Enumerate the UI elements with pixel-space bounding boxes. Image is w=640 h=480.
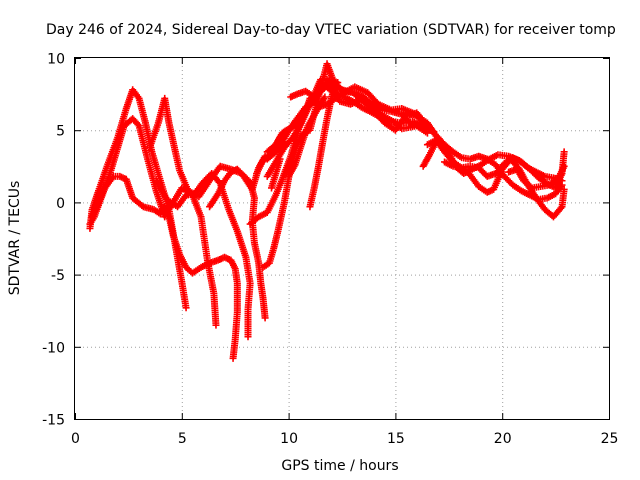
y-tick-label: -15 bbox=[42, 413, 65, 429]
data-layer bbox=[86, 60, 568, 362]
x-axis-label: GPS time / hours bbox=[281, 458, 398, 474]
data-series bbox=[88, 172, 241, 362]
data-point bbox=[558, 181, 566, 189]
data-point bbox=[279, 139, 287, 147]
data-point bbox=[134, 120, 142, 128]
y-tick-label: 10 bbox=[47, 52, 65, 68]
data-series bbox=[505, 162, 568, 192]
x-tick-label: 10 bbox=[280, 431, 298, 447]
grid bbox=[75, 58, 609, 419]
data-point bbox=[560, 162, 568, 170]
data-point bbox=[261, 314, 269, 322]
x-tick-label: 25 bbox=[601, 431, 619, 447]
x-tick-label: 0 bbox=[71, 431, 80, 447]
data-series bbox=[263, 138, 288, 163]
data-series bbox=[306, 79, 340, 211]
data-series bbox=[146, 94, 269, 322]
chart-title: Day 246 of 2024, Sidereal Day-to-day VTE… bbox=[46, 22, 616, 38]
x-tick-label: 15 bbox=[387, 431, 405, 447]
data-series bbox=[287, 79, 438, 136]
data-point bbox=[332, 79, 340, 87]
data-series bbox=[268, 155, 284, 192]
data-point bbox=[321, 93, 329, 101]
data-point bbox=[229, 354, 237, 362]
data-series bbox=[402, 109, 566, 204]
data-series bbox=[152, 170, 254, 341]
y-tick-label: 5 bbox=[56, 124, 65, 140]
data-point bbox=[560, 148, 568, 156]
data-point bbox=[182, 304, 190, 312]
x-tick-label: 5 bbox=[178, 431, 187, 447]
data-point bbox=[280, 138, 288, 146]
plot-frame bbox=[74, 57, 610, 420]
data-point bbox=[244, 333, 252, 341]
y-axis-label: SDTVAR / TECUs bbox=[7, 181, 23, 296]
data-point bbox=[276, 155, 284, 163]
data-point bbox=[212, 321, 220, 329]
y-tick-label: -5 bbox=[51, 268, 65, 284]
y-tick-label: -10 bbox=[42, 340, 65, 356]
axes: 0 5 10 15 20 25 -15 -10 -5 0 5 10 bbox=[42, 52, 618, 448]
x-tick-label: 20 bbox=[494, 431, 512, 447]
y-tick-label: 0 bbox=[56, 196, 65, 212]
data-point bbox=[557, 204, 565, 212]
data-series bbox=[285, 93, 329, 180]
